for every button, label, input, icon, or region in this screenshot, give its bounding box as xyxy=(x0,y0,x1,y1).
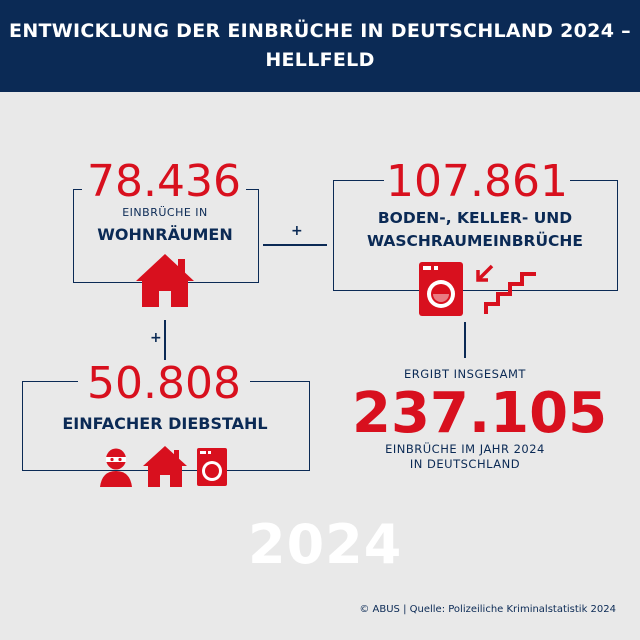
house-icon-small xyxy=(143,446,187,487)
house-icon xyxy=(136,254,194,307)
header-title-line1: ENTWICKLUNG DER EINBRÜCHE IN DEUTSCHLAND… xyxy=(9,20,631,42)
connector-line-total xyxy=(464,322,466,358)
boden-label-line2: WASCHRAUMEINBRÜCHE xyxy=(367,232,583,250)
washing-machine-icon xyxy=(419,262,463,316)
wohnraeume-label-bold: WOHNRÄUMEN xyxy=(97,225,233,244)
wohnraeume-number: 78.436 xyxy=(82,160,246,204)
washing-machine-icon-small xyxy=(197,448,227,486)
source-footer: © ABUS | Quelle: Polizeiliche Kriminalst… xyxy=(359,604,616,615)
burglar-icon xyxy=(100,448,132,487)
stairs-icon xyxy=(476,264,536,314)
total-number: 237.105 xyxy=(352,381,608,446)
plus-sign-1: + xyxy=(291,223,303,239)
wohnraeume-label-small: EINBRÜCHE IN xyxy=(108,206,222,219)
header-banner: ENTWICKLUNG DER EINBRÜCHE IN DEUTSCHLAND… xyxy=(0,0,640,92)
plus-sign-2: + xyxy=(150,330,162,346)
total-line2: IN DEUTSCHLAND xyxy=(409,457,521,471)
boden-label-line1: BODEN-, KELLER- UND xyxy=(377,209,573,227)
diebstahl-label: EINFACHER DIEBSTAHL xyxy=(62,414,268,433)
year-label: 2024 xyxy=(248,513,403,576)
header-title-line2: HELLFELD xyxy=(265,49,375,71)
connector-line-vertical xyxy=(164,320,166,360)
connector-line-horizontal xyxy=(263,244,327,246)
total-line1: EINBRÜCHE IM JAHR 2024 xyxy=(385,442,545,456)
total-intro: ERGIBT INSGESAMT xyxy=(404,367,526,381)
diebstahl-number: 50.808 xyxy=(78,362,250,406)
boden-number: 107.861 xyxy=(384,160,570,204)
